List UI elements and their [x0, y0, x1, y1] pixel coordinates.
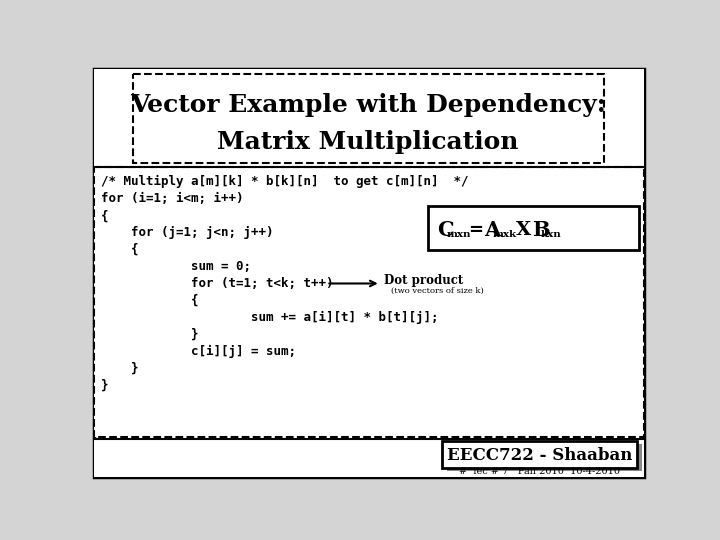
FancyBboxPatch shape	[94, 439, 644, 477]
FancyBboxPatch shape	[428, 206, 639, 251]
FancyBboxPatch shape	[94, 69, 644, 477]
FancyBboxPatch shape	[94, 167, 644, 437]
Text: mxk: mxk	[493, 231, 517, 239]
Text: }: }	[101, 379, 108, 392]
Text: sum += a[i][t] * b[t][j];: sum += a[i][t] * b[t][j];	[101, 311, 438, 324]
Text: =: =	[468, 220, 483, 239]
Text: Vector Example with Dependency:: Vector Example with Dependency:	[130, 93, 606, 117]
Text: {: {	[101, 209, 108, 222]
Text: C: C	[437, 220, 454, 240]
Text: }: }	[101, 362, 138, 375]
Text: c[i][j] = sum;: c[i][j] = sum;	[101, 345, 296, 358]
Text: }: }	[101, 328, 198, 341]
Text: {: {	[101, 243, 138, 256]
Text: /* Multiply a[m][k] * b[k][n]  to get c[m][n]  */: /* Multiply a[m][k] * b[k][n] to get c[m…	[101, 176, 468, 188]
Text: X: X	[516, 220, 531, 239]
Text: {: {	[101, 294, 198, 307]
FancyBboxPatch shape	[132, 74, 604, 163]
Text: for (t=1; t<k; t++): for (t=1; t<k; t++)	[101, 277, 333, 290]
Text: for (i=1; i<m; i++): for (i=1; i<m; i++)	[101, 192, 243, 205]
Text: for (j=1; j<n; j++): for (j=1; j<n; j++)	[101, 226, 274, 239]
Text: mxn: mxn	[446, 231, 471, 239]
Text: Matrix Multiplication: Matrix Multiplication	[217, 130, 519, 154]
Text: kxn: kxn	[541, 231, 562, 239]
Text: Dot product: Dot product	[384, 274, 464, 287]
Text: (two vectors of size k): (two vectors of size k)	[391, 286, 483, 294]
FancyBboxPatch shape	[446, 444, 642, 470]
Text: A: A	[484, 220, 500, 240]
Text: EECC722 - Shaaban: EECC722 - Shaaban	[447, 447, 632, 464]
Text: #  lec # 7   Fall 2010  10-4-2010: # lec # 7 Fall 2010 10-4-2010	[459, 467, 620, 476]
Text: sum = 0;: sum = 0;	[101, 260, 251, 273]
FancyBboxPatch shape	[442, 441, 637, 468]
FancyBboxPatch shape	[94, 69, 644, 168]
Text: B: B	[532, 220, 549, 240]
